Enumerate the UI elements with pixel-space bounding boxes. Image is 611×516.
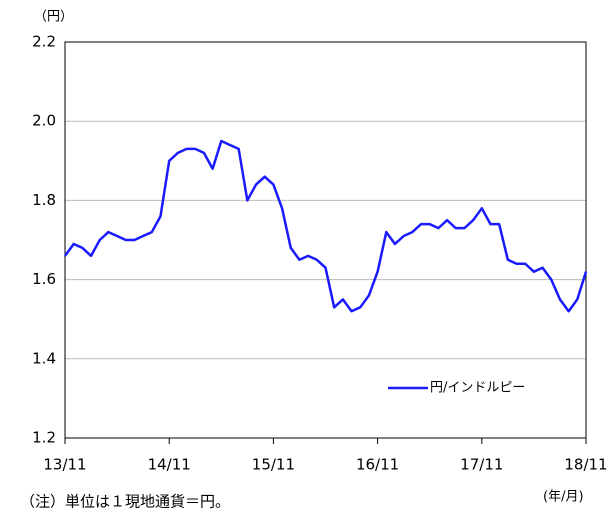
x-tick-label: 14/11 <box>148 456 191 474</box>
x-unit-label: (年/月) <box>543 490 584 505</box>
y-tick-label: 2.2 <box>32 33 56 51</box>
x-tick-label: 18/11 <box>564 456 607 474</box>
legend-label: 円/インドルピー <box>430 381 525 396</box>
y-tick-label: 1.4 <box>32 349 56 367</box>
y-unit-label: （円） <box>34 10 73 25</box>
x-tick-label: 15/11 <box>252 456 295 474</box>
x-tick-label: 17/11 <box>460 456 503 474</box>
y-tick-label: 1.6 <box>32 270 56 288</box>
series-line <box>63 139 588 313</box>
x-tick-label: 16/11 <box>356 456 399 474</box>
x-tick-label: 13/11 <box>43 456 86 474</box>
note: （注）単位は１現地通貨＝円。 <box>20 493 230 511</box>
y-tick-label: 1.2 <box>32 429 56 447</box>
y-tick-label: 1.8 <box>32 191 56 209</box>
plot-frame <box>64 41 587 439</box>
y-tick-label: 2.0 <box>32 112 56 130</box>
